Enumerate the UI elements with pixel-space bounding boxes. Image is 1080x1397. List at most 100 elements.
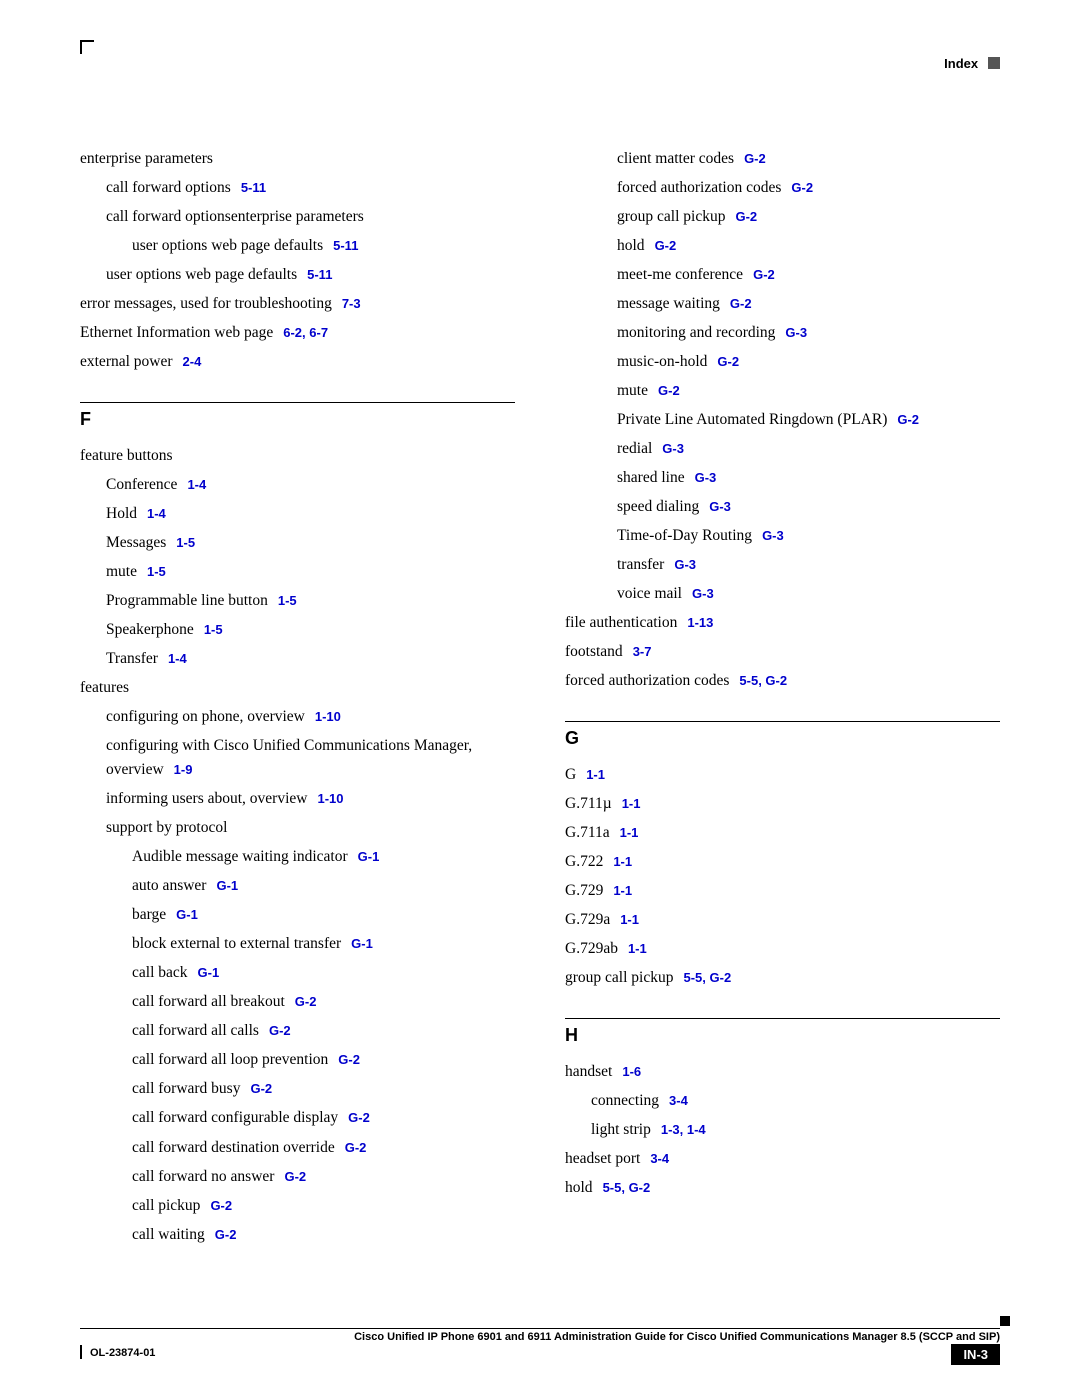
entry-text: forced authorization codes <box>617 179 781 196</box>
entry-page-ref[interactable]: 1-5 <box>204 622 223 637</box>
entry-text: Transfer <box>106 650 158 667</box>
entry-page-ref[interactable]: G-2 <box>215 1227 237 1242</box>
entry-page-ref[interactable]: G-2 <box>897 412 919 427</box>
entry-text: call forward configurable display <box>132 1109 338 1126</box>
entry-page-ref[interactable]: 5-5, G-2 <box>683 970 731 985</box>
index-entry: muteG-2 <box>565 379 1000 403</box>
entry-page-ref[interactable]: G-3 <box>674 557 696 572</box>
entry-page-ref[interactable]: G-2 <box>655 238 677 253</box>
entry-page-ref[interactable]: 1-1 <box>628 941 647 956</box>
entry-page-ref[interactable]: G-3 <box>785 325 807 340</box>
entry-page-ref[interactable]: G-2 <box>348 1110 370 1125</box>
entry-page-ref[interactable]: 1-10 <box>317 791 343 806</box>
index-entry: G.711µ1-1 <box>565 792 1000 816</box>
index-entry: forced authorization codes G-2 <box>565 176 1000 200</box>
entry-text: speed dialing <box>617 498 699 515</box>
entry-page-ref[interactable]: G-1 <box>198 965 220 980</box>
entry-text: mute <box>106 563 137 580</box>
entry-page-ref[interactable]: 1-5 <box>278 593 297 608</box>
entry-page-ref[interactable]: 1-1 <box>613 854 632 869</box>
entry-page-ref[interactable]: 2-4 <box>183 354 202 369</box>
index-entry: user options web page defaults5-11 <box>80 263 515 287</box>
entry-page-ref[interactable]: G-2 <box>338 1052 360 1067</box>
entry-page-ref[interactable]: 1-1 <box>586 767 605 782</box>
entry-page-ref[interactable]: 7-3 <box>342 296 361 311</box>
entry-page-ref[interactable]: G-2 <box>791 180 813 195</box>
index-entry: external power 2-4 <box>80 350 515 374</box>
index-entry: music-on-holdG-2 <box>565 350 1000 374</box>
entry-page-ref[interactable]: 1-1 <box>620 912 639 927</box>
index-entry: Ethernet Information web page6-2, 6-7 <box>80 321 515 345</box>
entry-page-ref[interactable]: G-2 <box>735 209 757 224</box>
entry-page-ref[interactable]: 1-4 <box>147 506 166 521</box>
entry-page-ref[interactable]: G-1 <box>216 878 238 893</box>
index-entry: error messages, used for troubleshooting… <box>80 292 515 316</box>
entry-text: shared line <box>617 469 685 486</box>
entry-page-ref[interactable]: 1-5 <box>147 564 166 579</box>
entry-page-ref[interactable]: G-3 <box>695 470 717 485</box>
index-entry: feature buttons <box>80 444 515 468</box>
entry-page-ref[interactable]: 1-4 <box>168 651 187 666</box>
entry-page-ref[interactable]: G-2 <box>210 1198 232 1213</box>
entry-text: redial <box>617 440 652 457</box>
entry-page-ref[interactable]: G-2 <box>250 1081 272 1096</box>
entry-page-ref[interactable]: G-3 <box>662 441 684 456</box>
entry-page-ref[interactable]: G-2 <box>345 1140 367 1155</box>
entry-page-ref[interactable]: G-2 <box>744 151 766 166</box>
entry-page-ref[interactable]: 5-11 <box>333 238 358 253</box>
entry-text: external power <box>80 353 173 370</box>
entry-page-ref[interactable]: G-2 <box>295 994 317 1009</box>
index-entry: voice mailG-3 <box>565 582 1000 606</box>
index-entry: auto answerG-1 <box>80 874 515 898</box>
entry-page-ref[interactable]: 1-3, 1-4 <box>661 1122 706 1137</box>
index-entry: G.729ab1-1 <box>565 937 1000 961</box>
entry-page-ref[interactable]: G-2 <box>730 296 752 311</box>
entry-page-ref[interactable]: 3-4 <box>669 1093 688 1108</box>
index-entry: call forward busyG-2 <box>80 1077 515 1101</box>
entry-page-ref[interactable]: G-2 <box>717 354 739 369</box>
entry-page-ref[interactable]: 5-5, G-2 <box>739 673 787 688</box>
entry-text: configuring with Cisco Unified Communica… <box>106 737 472 778</box>
entry-page-ref[interactable]: 3-7 <box>633 644 652 659</box>
entry-page-ref[interactable]: 6-2, 6-7 <box>283 325 328 340</box>
entry-text: error messages, used for troubleshooting <box>80 295 332 312</box>
index-entry: call forward no answerG-2 <box>80 1165 515 1189</box>
entry-page-ref[interactable]: 1-6 <box>622 1064 641 1079</box>
entry-page-ref[interactable]: G-3 <box>709 499 731 514</box>
index-entry: group call pickup5-5, G-2 <box>565 966 1000 990</box>
entry-text: call forward destination override <box>132 1139 335 1156</box>
entry-page-ref[interactable]: 5-11 <box>307 267 332 282</box>
entry-page-ref[interactable]: G-2 <box>269 1023 291 1038</box>
entry-page-ref[interactable]: 3-4 <box>650 1151 669 1166</box>
entry-page-ref[interactable]: 1-4 <box>187 477 206 492</box>
entry-page-ref[interactable]: 1-1 <box>613 883 632 898</box>
section-letter-F: F <box>80 409 515 430</box>
entry-text: connecting <box>591 1092 659 1109</box>
entry-page-ref[interactable]: 1-9 <box>174 762 193 777</box>
entry-page-ref[interactable]: G-2 <box>753 267 775 282</box>
entry-page-ref[interactable]: G-3 <box>692 586 714 601</box>
entry-page-ref[interactable]: 1-10 <box>315 709 341 724</box>
entry-page-ref[interactable]: G-1 <box>358 849 380 864</box>
entry-text: call forward all loop prevention <box>132 1051 328 1068</box>
page-footer: Cisco Unified IP Phone 6901 and 6911 Adm… <box>80 1328 1000 1367</box>
entry-page-ref[interactable]: G-1 <box>176 907 198 922</box>
entry-page-ref[interactable]: 1-5 <box>176 535 195 550</box>
entry-text: Private Line Automated Ringdown (PLAR) <box>617 411 887 428</box>
index-entry: redial G-3 <box>565 437 1000 461</box>
entry-page-ref[interactable]: 5-5, G-2 <box>603 1180 651 1195</box>
entry-page-ref[interactable]: 1-1 <box>620 825 639 840</box>
entry-page-ref[interactable]: 5-11 <box>241 180 266 195</box>
entry-page-ref[interactable]: 1-13 <box>687 615 713 630</box>
index-entry: holdG-2 <box>565 234 1000 258</box>
entry-page-ref[interactable]: G-2 <box>658 383 680 398</box>
entry-page-ref[interactable]: G-2 <box>284 1169 306 1184</box>
entry-page-ref[interactable]: G-3 <box>762 528 784 543</box>
index-entry: user options web page defaults5-11 <box>80 234 515 258</box>
entry-text: monitoring and recording <box>617 324 775 341</box>
entry-text: Messages <box>106 534 166 551</box>
entry-text: call forward optionsenterprise parameter… <box>106 208 364 225</box>
index-entry: Private Line Automated Ringdown (PLAR) G-… <box>565 408 1000 432</box>
entry-page-ref[interactable]: G-1 <box>351 936 373 951</box>
entry-page-ref[interactable]: 1-1 <box>622 796 641 811</box>
